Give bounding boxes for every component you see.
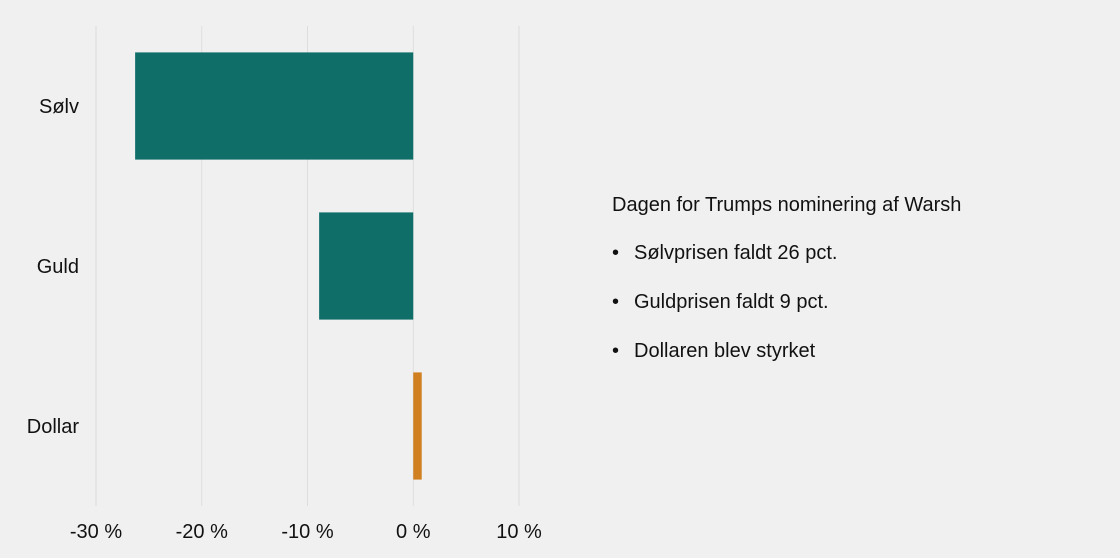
x-tick-label: -30 % xyxy=(70,521,122,543)
annotation-item-silver: • Sølvprisen faldt 26 pct. xyxy=(612,241,1092,265)
x-tick-labels: -30 % -20 % -10 % 0 % 10 % xyxy=(70,521,542,543)
bar-silver xyxy=(135,52,414,160)
bullet-icon: • xyxy=(612,242,620,264)
x-tick-label: -20 % xyxy=(176,521,228,543)
annotation-item-text: Guldprisen faldt 9 pct. xyxy=(634,291,829,313)
annotation-item-dollar: • Dollaren blev styrket xyxy=(612,339,1092,363)
annotation-item-text: Dollaren blev styrket xyxy=(634,340,816,362)
annotation-box: Dagen for Trumps nominering af Warsh • S… xyxy=(612,193,1092,388)
annotation-item-gold: • Guldprisen faldt 9 pct. xyxy=(612,290,1092,314)
bar-gold xyxy=(319,212,414,320)
category-label: Dollar xyxy=(27,416,80,438)
bullet-icon: • xyxy=(612,291,620,313)
category-labels: Sølv Guld Dollar xyxy=(27,96,80,438)
bar-dollar xyxy=(413,372,422,480)
x-tick-label: 0 % xyxy=(396,521,431,543)
annotation-title: Dagen for Trumps nominering af Warsh xyxy=(612,194,962,216)
x-tick-label: -10 % xyxy=(281,521,333,543)
annotation-list: • Sølvprisen faldt 26 pct. • Guldprisen … xyxy=(612,241,1092,363)
bars xyxy=(135,52,422,480)
category-label: Sølv xyxy=(39,96,79,118)
x-tick-label: 10 % xyxy=(496,521,542,543)
annotation-item-text: Sølvprisen faldt 26 pct. xyxy=(634,242,838,264)
bullet-icon: • xyxy=(612,340,620,362)
category-label: Guld xyxy=(37,256,79,278)
